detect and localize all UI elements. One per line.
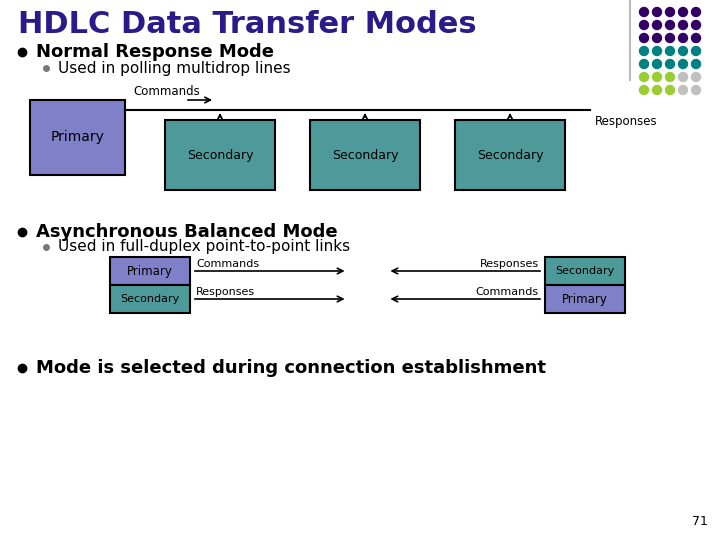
Circle shape bbox=[652, 21, 662, 30]
Circle shape bbox=[691, 72, 701, 82]
Circle shape bbox=[652, 8, 662, 17]
Bar bbox=[455, 120, 565, 190]
Circle shape bbox=[678, 59, 688, 69]
Bar bbox=[30, 100, 125, 175]
Text: Secondary: Secondary bbox=[332, 148, 398, 161]
Text: Primary: Primary bbox=[562, 293, 608, 306]
Bar bbox=[310, 120, 420, 190]
Text: Commands: Commands bbox=[133, 85, 199, 98]
Circle shape bbox=[639, 33, 649, 43]
Text: Normal Response Mode: Normal Response Mode bbox=[36, 43, 274, 61]
Text: 71: 71 bbox=[692, 515, 708, 528]
Circle shape bbox=[691, 21, 701, 30]
Circle shape bbox=[652, 72, 662, 82]
Bar bbox=[545, 257, 625, 285]
Circle shape bbox=[691, 59, 701, 69]
Text: Commands: Commands bbox=[196, 259, 259, 269]
Circle shape bbox=[678, 33, 688, 43]
Text: Responses: Responses bbox=[595, 116, 657, 129]
Circle shape bbox=[639, 8, 649, 17]
Circle shape bbox=[691, 85, 701, 94]
Circle shape bbox=[691, 46, 701, 56]
Circle shape bbox=[691, 33, 701, 43]
Circle shape bbox=[639, 21, 649, 30]
Circle shape bbox=[678, 72, 688, 82]
Text: Used in polling multidrop lines: Used in polling multidrop lines bbox=[58, 60, 291, 76]
Circle shape bbox=[639, 72, 649, 82]
Text: Responses: Responses bbox=[196, 287, 255, 297]
Circle shape bbox=[652, 59, 662, 69]
Bar bbox=[165, 120, 275, 190]
Text: Secondary: Secondary bbox=[120, 294, 179, 304]
Text: Used in full-duplex point-to-point links: Used in full-duplex point-to-point links bbox=[58, 240, 350, 254]
Text: Mode is selected during connection establishment: Mode is selected during connection estab… bbox=[36, 359, 546, 377]
Circle shape bbox=[665, 59, 675, 69]
Circle shape bbox=[652, 85, 662, 94]
Circle shape bbox=[678, 21, 688, 30]
Text: HDLC Data Transfer Modes: HDLC Data Transfer Modes bbox=[18, 10, 477, 39]
Text: Asynchronous Balanced Mode: Asynchronous Balanced Mode bbox=[36, 223, 338, 241]
Text: Secondary: Secondary bbox=[186, 148, 253, 161]
Circle shape bbox=[691, 8, 701, 17]
Circle shape bbox=[678, 46, 688, 56]
Circle shape bbox=[665, 8, 675, 17]
Circle shape bbox=[639, 85, 649, 94]
Text: Secondary: Secondary bbox=[477, 148, 544, 161]
Bar bbox=[110, 285, 190, 313]
Circle shape bbox=[639, 46, 649, 56]
Circle shape bbox=[678, 85, 688, 94]
Circle shape bbox=[678, 8, 688, 17]
Circle shape bbox=[665, 21, 675, 30]
Circle shape bbox=[665, 72, 675, 82]
Text: Primary: Primary bbox=[50, 131, 104, 145]
Text: Responses: Responses bbox=[480, 259, 539, 269]
Text: Commands: Commands bbox=[476, 287, 539, 297]
Text: Primary: Primary bbox=[127, 265, 173, 278]
Circle shape bbox=[652, 46, 662, 56]
Circle shape bbox=[652, 33, 662, 43]
Circle shape bbox=[665, 85, 675, 94]
Circle shape bbox=[639, 59, 649, 69]
Bar bbox=[545, 285, 625, 313]
Bar bbox=[110, 257, 190, 285]
Circle shape bbox=[665, 33, 675, 43]
Text: Secondary: Secondary bbox=[555, 266, 615, 276]
Circle shape bbox=[665, 46, 675, 56]
